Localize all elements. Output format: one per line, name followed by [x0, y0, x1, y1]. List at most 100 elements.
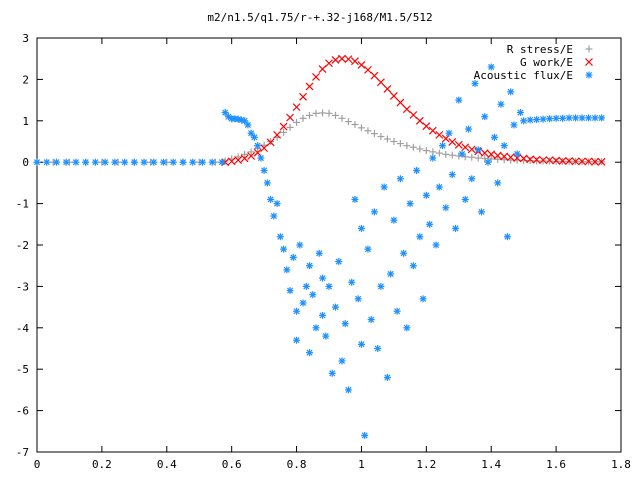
data-point [367, 316, 375, 324]
data-point [471, 80, 479, 88]
data-point [273, 200, 281, 208]
data-point [442, 204, 450, 212]
data-point [458, 150, 466, 158]
legend-label: G work/E [520, 56, 573, 69]
data-point [435, 183, 443, 191]
data-point [306, 262, 314, 270]
data-point [490, 133, 498, 141]
data-point [481, 154, 489, 162]
data-point [480, 149, 489, 158]
data-point [247, 148, 255, 156]
data-point [409, 143, 417, 151]
data-point [344, 386, 352, 394]
data-point [452, 224, 460, 232]
data-point [559, 114, 567, 122]
data-point [526, 157, 534, 165]
data-point [396, 175, 404, 183]
data-point [253, 148, 262, 157]
y-tick-label: 0 [22, 156, 29, 169]
data-point [299, 299, 307, 307]
data-point [487, 155, 495, 163]
data-point [428, 126, 437, 135]
data-point [341, 320, 349, 328]
data-point [380, 183, 388, 191]
data-point [532, 155, 541, 164]
x-tick-label: 1 [358, 458, 365, 471]
data-point [101, 158, 109, 166]
data-point [52, 158, 60, 166]
data-point [325, 59, 333, 68]
data-point [257, 154, 265, 162]
plot-frame [36, 37, 622, 453]
data-point [351, 121, 359, 129]
data-point [415, 116, 424, 125]
data-point [435, 130, 444, 139]
data-point [494, 155, 502, 163]
data-point [468, 175, 476, 183]
data-point [558, 157, 567, 165]
data-point [296, 241, 304, 249]
data-point [338, 54, 346, 63]
data-point [500, 152, 509, 161]
data-point [503, 233, 511, 241]
data-point [510, 121, 518, 129]
data-point [319, 311, 327, 319]
data-point [280, 128, 288, 136]
data-point [539, 115, 547, 123]
x-tick-label: 0 [34, 458, 41, 471]
x-tick-label: 1.4 [481, 458, 501, 471]
data-point [357, 340, 365, 348]
data-point [267, 195, 275, 203]
data-point [293, 336, 301, 344]
data-point [448, 151, 456, 159]
data-point [442, 150, 450, 158]
x-tick-label: 0.6 [222, 458, 242, 471]
data-point [429, 148, 437, 156]
data-point [260, 166, 268, 174]
data-point [280, 245, 288, 253]
legend-label: R stress/E [507, 43, 573, 56]
data-point [465, 125, 473, 133]
data-point [539, 156, 548, 165]
data-point [396, 98, 405, 107]
data-point [319, 274, 327, 282]
y-tick-label: -2 [16, 239, 29, 252]
data-point [286, 113, 294, 122]
data-point [500, 142, 508, 150]
data-point [455, 96, 463, 104]
data-point [416, 145, 424, 153]
data-point [331, 56, 340, 64]
data-point [597, 157, 606, 166]
data-point [598, 114, 606, 122]
data-point [221, 109, 229, 117]
data-point [179, 158, 187, 166]
data-point [338, 357, 346, 365]
data-point [91, 158, 99, 166]
x-tick-label: 0.8 [287, 458, 307, 471]
data-point [497, 100, 505, 108]
series-0 [33, 109, 606, 166]
data-point [208, 158, 216, 166]
data-point [344, 118, 352, 126]
data-point [292, 103, 301, 112]
data-point [82, 158, 90, 166]
data-point [364, 65, 372, 74]
legend-marker [585, 71, 593, 79]
data-point [279, 122, 288, 131]
data-point [160, 158, 168, 166]
data-point [247, 129, 255, 137]
data-point [571, 157, 580, 166]
data-point [426, 220, 434, 228]
data-point [585, 114, 593, 122]
data-point [519, 154, 528, 163]
data-point [552, 114, 560, 122]
data-point [387, 270, 395, 278]
data-point [306, 111, 314, 119]
data-point [439, 142, 447, 150]
data-point [487, 63, 495, 71]
data-point [552, 156, 561, 165]
y-tick-label: 1 [22, 115, 29, 128]
legend-marker [585, 45, 593, 53]
data-point [361, 431, 369, 439]
data-point [400, 249, 408, 257]
